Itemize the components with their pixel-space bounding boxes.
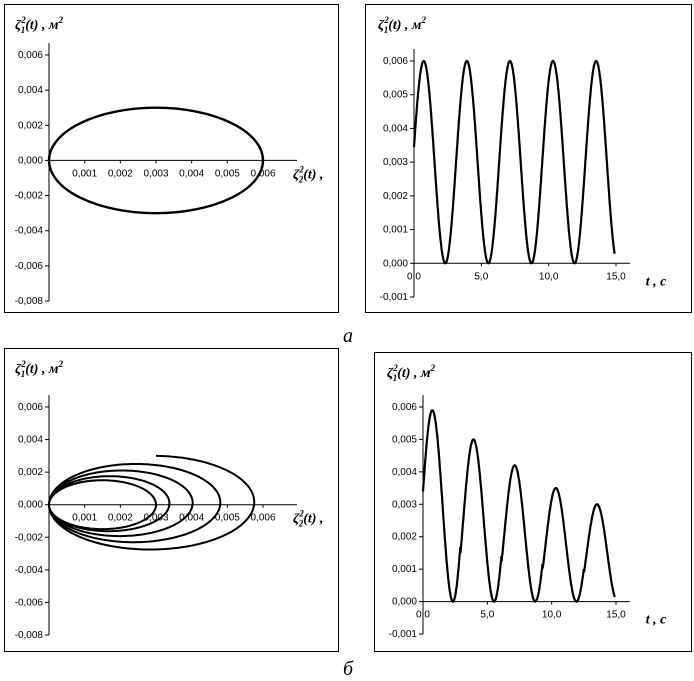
y-axis-label: ζ2 1(t) , м2 — [15, 15, 64, 35]
x-axis-label: t , с — [646, 613, 667, 628]
y-tick-label: -0,004 — [15, 565, 44, 576]
y-tick-label: -0,008 — [15, 630, 44, 641]
x-tick-label: 10,0 — [542, 610, 562, 621]
y-tick-label: 0,004 — [18, 85, 43, 96]
x-tick-label: 0,003 — [143, 168, 168, 179]
x-tick-label: 0,0 — [416, 610, 430, 621]
y-axis-label: ζ2 1(t) , м2 — [15, 359, 64, 379]
chart-b-time-svg: 0,006 0,005 0,004 0,003 0,002 0,001 0,000 -0,00… — [387, 363, 667, 640]
y-tick-label: 0,005 — [392, 434, 417, 445]
x-tick-label: 0,001 — [72, 513, 97, 524]
y-tick-label: 0,002 — [18, 467, 43, 478]
y-tick-label: 0,006 — [18, 50, 43, 61]
chart-b-time: 0,006 0,005 0,004 0,003 0,002 0,001 0,000 -0,00… — [374, 352, 692, 652]
y-tick-label: 0,000 — [383, 258, 408, 269]
x-tick-label: 0,001 — [72, 168, 97, 179]
x-tick-label: 0,004 — [179, 168, 204, 179]
y-tick-label: 0,001 — [392, 564, 417, 575]
y-tick-label: -0,006 — [15, 261, 44, 272]
x-tick-label: 0,002 — [108, 168, 133, 179]
phase-trajectory — [47, 106, 265, 215]
y-tick-label: 0,002 — [18, 120, 43, 131]
chart-a-phase: 0,006 0,004 0,002 0,000 -0,002 -0,004 -0,006 -0… — [4, 4, 339, 313]
y-tick-label: 0,006 — [392, 402, 417, 413]
y-tick-label: 0,000 — [392, 597, 417, 608]
y-tick-label: 0,004 — [383, 123, 408, 134]
x-axis-label: ζ2 2(t) , — [293, 509, 323, 529]
y-tick-label: -0,002 — [15, 191, 44, 202]
y-tick-label: 0,006 — [18, 402, 43, 413]
x-axis-label: ζ2 2(t) , — [293, 164, 323, 184]
x-tick-label: 0,005 — [215, 513, 240, 524]
x-tick-label: 5,0 — [480, 610, 494, 621]
x-tick-label: 0,006 — [250, 168, 275, 179]
x-tick-label: 0,003 — [143, 513, 168, 524]
y-tick-label: -0,008 — [15, 296, 44, 307]
y-tick-label: -0,006 — [15, 597, 44, 608]
x-tick-label: 0,002 — [108, 513, 133, 524]
y-tick-label: 0,004 — [392, 467, 417, 478]
chart-a-phase-svg: 0,006 0,004 0,002 0,000 -0,002 -0,004 -0,006 -0… — [15, 15, 324, 307]
time-series-line — [421, 408, 616, 603]
y-tick-label: 0,004 — [18, 435, 43, 446]
y-tick-label: -0,002 — [15, 532, 44, 543]
y-tick-label: 0,000 — [18, 155, 43, 166]
y-tick-label: 0,003 — [383, 157, 408, 168]
x-tick-label: 0,0 — [407, 271, 421, 282]
y-tick-label: 0,000 — [18, 500, 43, 511]
y-tick-label: -0,001 — [380, 292, 409, 303]
x-tick-label: 5,0 — [474, 271, 488, 282]
x-tick-label: 0,005 — [215, 168, 240, 179]
x-tick-label: 0,006 — [250, 513, 275, 524]
y-tick-label: -0,001 — [389, 629, 418, 640]
y-tick-label: 0,006 — [383, 56, 408, 67]
y-tick-label: 0,002 — [392, 532, 417, 543]
y-tick-label: 0,005 — [383, 90, 408, 101]
x-tick-label: 10,0 — [539, 271, 559, 282]
x-tick-label: 15,0 — [606, 610, 626, 621]
y-tick-label: -0,004 — [15, 226, 44, 237]
y-tick-label: 0,001 — [383, 225, 408, 236]
y-tick-label: 0,003 — [392, 499, 417, 510]
time-series-line — [412, 59, 616, 265]
chart-b-phase-svg: 0,006 0,004 0,002 0,000 -0,002 -0,004 -0,006 -0… — [15, 359, 324, 641]
y-axis-label: ζ2 1(t) , м2 — [378, 15, 427, 35]
phase-trajectory — [48, 454, 256, 551]
y-axis-label: ζ2 1(t) , м2 — [387, 363, 436, 383]
x-tick-label: 15,0 — [606, 271, 626, 282]
x-tick-label: 0,004 — [179, 513, 204, 524]
x-axis-label: t , с — [646, 274, 667, 289]
y-tick-label: 0,002 — [383, 191, 408, 202]
chart-b-phase: 0,006 0,004 0,002 0,000 -0,002 -0,004 -0,006 -0… — [4, 348, 339, 652]
chart-a-time: 0,006 0,005 0,004 0,003 0,002 0,001 0,000 -0,00… — [365, 4, 692, 313]
chart-a-time-svg: 0,006 0,005 0,004 0,003 0,002 0,001 0,000 -0,00… — [378, 15, 667, 303]
caption-a: а — [343, 325, 353, 347]
caption-b: б — [343, 658, 354, 680]
